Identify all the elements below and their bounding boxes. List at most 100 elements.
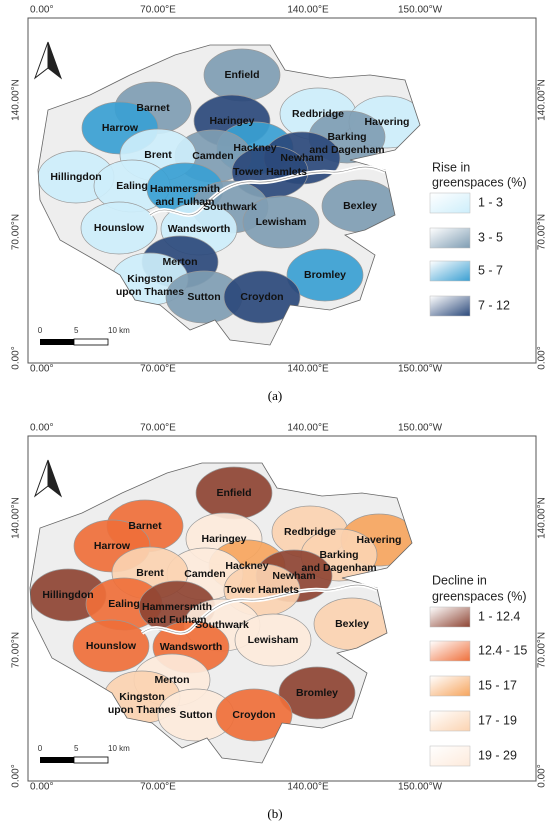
borough-label: Merton (163, 256, 198, 268)
borough-label: Kingston (127, 273, 173, 285)
legend-label: 3 - 5 (478, 230, 503, 244)
borough-area (223, 270, 301, 324)
coord-label: 150.00°W (398, 782, 443, 793)
coord-label: 140.00°N (11, 497, 22, 539)
borough-label: Ealing (116, 180, 148, 192)
borough-label: Wandsworth (160, 641, 223, 653)
legend-swatch (429, 606, 471, 628)
borough-label: Haringey (202, 533, 247, 545)
borough-label: Croydon (232, 709, 275, 721)
borough-label: Redbridge (292, 108, 344, 120)
borough-label: Bromley (296, 687, 338, 699)
legend-label: 12.4 - 15 (478, 643, 527, 657)
coord-label: 0.00° (11, 764, 22, 787)
borough-label: Haringey (210, 115, 255, 127)
legend-swatch (429, 745, 471, 767)
legend-swatch (429, 675, 471, 697)
borough-area (286, 248, 364, 302)
map: Enfield Barnet Haringey Redbridge Havering Ha… (29, 462, 413, 764)
coord-label: 150.00°W (398, 423, 443, 434)
borough-area (80, 201, 158, 255)
borough-label: Hillingdon (42, 589, 93, 601)
borough-label: Camden (192, 150, 233, 162)
legend-title: Decline in (432, 573, 487, 587)
scale-bar-black (40, 757, 74, 763)
borough-label: and Dagenham (301, 562, 376, 574)
coord-label: 140.00°E (287, 5, 329, 16)
coord-label: 140.00°E (287, 364, 329, 375)
river-thames-edge (149, 166, 386, 216)
coord-label: 140.00°N (537, 497, 548, 539)
coord-label: 0.00° (11, 346, 22, 369)
coord-label: 150.00°W (398, 5, 443, 16)
legend-label: 5 - 7 (478, 263, 503, 277)
north-arrow-right (47, 41, 63, 80)
borough-label: Harrow (94, 540, 131, 552)
borough-label: Bexley (335, 618, 369, 630)
borough-label: Brent (136, 567, 164, 579)
scale-bar-white (73, 756, 109, 764)
borough-label: Bexley (343, 200, 377, 212)
legend-swatch (429, 192, 471, 214)
legend-label: 7 - 12 (478, 298, 510, 312)
borough-label: and Fulham (148, 614, 207, 626)
coord-label: 0.00° (30, 423, 53, 434)
map-panel: 0.00° 70.00°E 140.00°E 150.00°W 0.00° 70.00°E… (11, 5, 548, 403)
borough-label: Barnet (128, 520, 162, 532)
north-arrow-right (47, 459, 63, 498)
borough-label: Lewisham (248, 634, 299, 646)
borough-label: Enfield (224, 69, 259, 81)
coord-label: 0.00° (30, 782, 53, 793)
coord-label: 70.00°E (140, 364, 176, 375)
borough-area (242, 195, 320, 249)
scale-label: 10 km (108, 326, 130, 335)
borough-label: Newham (280, 152, 323, 164)
coord-label: 140.00°N (11, 79, 22, 121)
borough-label: Croydon (240, 291, 283, 303)
coord-label: 0.00° (30, 5, 53, 16)
legend-title: Rise in (432, 160, 470, 174)
map-panel: 0.00° 70.00°E 140.00°E 150.00°W 0.00° 70.00°E… (11, 423, 548, 821)
legend-title: greenspaces (%) (432, 175, 527, 189)
borough-area (278, 666, 356, 720)
borough-label: Hillingdon (50, 171, 101, 183)
borough-label: Southwark (203, 201, 257, 213)
borough-label: Harrow (102, 122, 139, 134)
legend-swatch (429, 710, 471, 732)
scale-bar-black (40, 339, 74, 345)
legend-label: 19 - 29 (478, 748, 517, 762)
scale-label: 5 (74, 326, 79, 335)
coord-label: 70.00°E (140, 423, 176, 434)
borough-area (215, 688, 293, 742)
coord-label: 140.00°E (287, 423, 329, 434)
coord-label: 70.00°N (11, 214, 22, 250)
scale-label: 0 (38, 744, 43, 753)
coord-label: 70.00°N (537, 632, 548, 668)
london-outline (29, 462, 413, 764)
borough-label: Barnet (136, 102, 170, 114)
caption: (a) (268, 388, 282, 403)
borough-label: Southwark (195, 619, 249, 631)
borough-label: and Fulham (156, 196, 215, 208)
borough-label: upon Thames (108, 704, 176, 716)
legend-swatch (429, 640, 471, 662)
borough-label: Newham (272, 570, 315, 582)
legend-label: 1 - 3 (478, 195, 503, 209)
borough-label: Wandsworth (168, 223, 231, 235)
coord-label: 0.00° (537, 764, 548, 787)
borough-label: Sutton (187, 291, 220, 303)
scale-label: 5 (74, 744, 79, 753)
coord-label: 150.00°W (398, 364, 443, 375)
borough-label: Hammersmith (142, 601, 212, 613)
coord-label: 70.00°N (11, 632, 22, 668)
borough-label: Lewisham (256, 216, 307, 228)
borough-label: Barking (319, 549, 358, 561)
borough-label: Sutton (179, 709, 212, 721)
scale-bar-white (73, 338, 109, 346)
borough-label: Hounslow (94, 222, 145, 234)
legend-label: 17 - 19 (478, 713, 517, 727)
borough-label: Hackney (233, 142, 276, 154)
coord-label: 70.00°E (140, 5, 176, 16)
borough-area (234, 613, 312, 667)
